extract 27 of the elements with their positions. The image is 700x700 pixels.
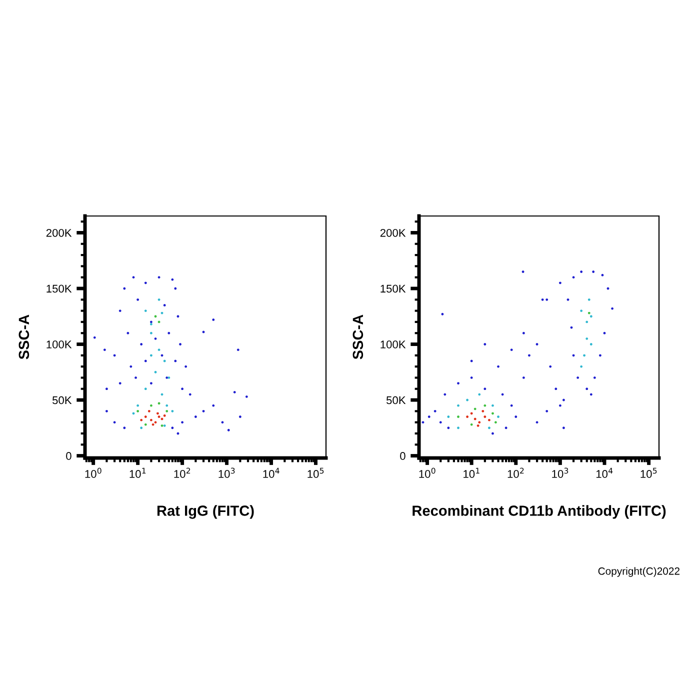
x-tick-label: 10$^{5}$ <box>308 468 324 478</box>
y-tick-label: 50K <box>52 396 72 404</box>
x-tick-label: 10$^{1}$ <box>464 468 480 478</box>
y-tick-label: 150K <box>380 284 406 293</box>
y-axis-title: SSC-A <box>18 314 30 360</box>
x-tick-label: 10$^{0}$ <box>419 468 436 478</box>
y-tick-label: 0 <box>66 452 72 460</box>
x-tick-label: 10$^{4}$ <box>263 468 280 478</box>
x-axis-title: Recombinant CD11b Antibody (FITC) <box>412 505 666 519</box>
y-tick-label: 150K <box>46 284 72 293</box>
y-tick-label: 0 <box>400 452 406 460</box>
y-tick-label: 50K <box>386 396 406 404</box>
x-tick-label: 10$^{3}$ <box>218 468 235 478</box>
y-axis-title: SSC-A <box>352 314 364 360</box>
x-tick-label: 10$^{2}$ <box>174 468 190 478</box>
x-tick-label: 10$^{2}$ <box>508 468 524 478</box>
x-axis-title: Rat IgG (FITC) <box>157 505 254 519</box>
x-tick-label: 10$^{4}$ <box>596 468 613 478</box>
text: Copyright(C)2022 <box>598 567 680 577</box>
x-tick-label: 10$^{5}$ <box>640 468 657 478</box>
y-tick-label: 100K <box>46 340 72 348</box>
y-tick-label: 100K <box>380 340 406 348</box>
x-tick-label: 10$^{3}$ <box>552 468 568 478</box>
x-tick-label: 10$^{1}$ <box>130 468 146 478</box>
y-tick-label: 200K <box>380 228 406 237</box>
y-tick-label: 200K <box>46 228 72 237</box>
x-tick-label: 10$^{0}$ <box>85 468 102 478</box>
